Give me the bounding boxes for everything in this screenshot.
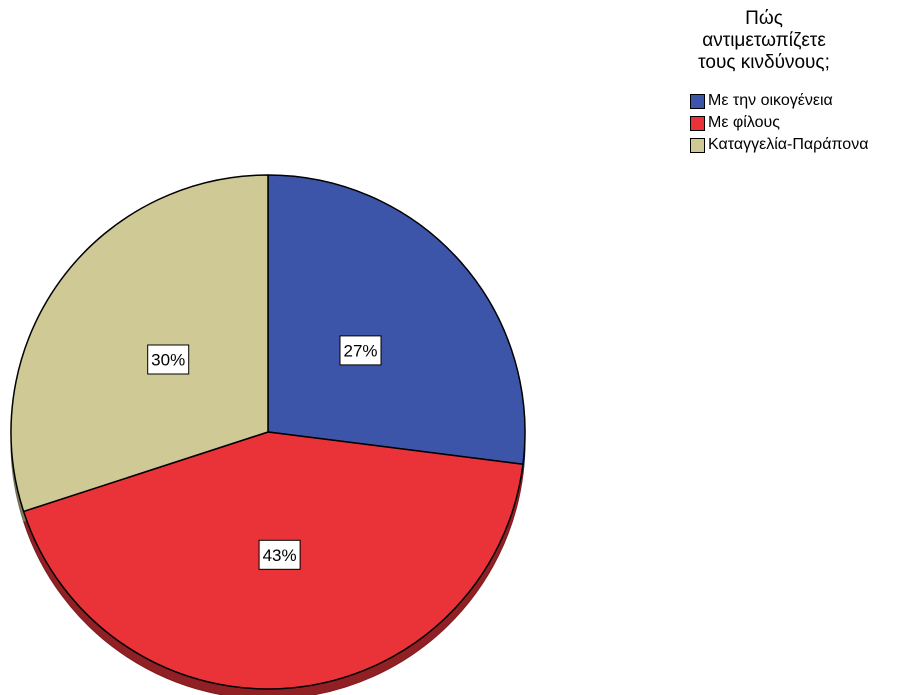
data-label-text-3: 30% <box>151 351 185 370</box>
legend-label-family: Με την οικογένεια <box>708 92 833 109</box>
data-labels: 27% 43% 30% <box>147 335 382 570</box>
pie-slice-3 <box>10 174 269 513</box>
pie-slice-1 <box>267 174 526 465</box>
legend: Πώς αντιμετωπίζετε τους κινδύνους; Με τη… <box>690 8 910 156</box>
legend-title: Πώς αντιμετωπίζετε τους κινδύνους; <box>684 8 844 74</box>
legend-swatch-family <box>690 93 705 109</box>
legend-label-friends: Με φίλους <box>708 114 780 131</box>
legend-label-complaint: Καταγγελία-Παράπονα <box>708 136 869 153</box>
legend-items: Με την οικογένεια Με φίλους Καταγγελία-Π… <box>690 90 910 156</box>
data-label-box-1 <box>339 335 382 366</box>
data-label-text-2: 43% <box>263 546 297 565</box>
data-label-box-3 <box>147 344 190 375</box>
legend-swatch-friends <box>690 115 705 131</box>
data-label-box-2 <box>258 539 301 570</box>
pie-slices <box>10 174 526 690</box>
legend-item-complaint: Καταγγελία-Παράπονα <box>690 134 910 156</box>
data-label-1: 27% <box>339 335 382 366</box>
data-label-text-1: 27% <box>343 341 377 360</box>
legend-title-line-1: Πώς αντιμετωπίζετε <box>702 8 826 51</box>
data-label-3: 30% <box>147 344 190 375</box>
data-label-2: 43% <box>258 539 301 570</box>
legend-title-line-2: τους κινδύνους; <box>698 52 830 73</box>
legend-item-friends: Με φίλους <box>690 112 910 134</box>
legend-item-family: Με την οικογένεια <box>690 90 910 112</box>
legend-swatch-complaint <box>690 137 705 153</box>
